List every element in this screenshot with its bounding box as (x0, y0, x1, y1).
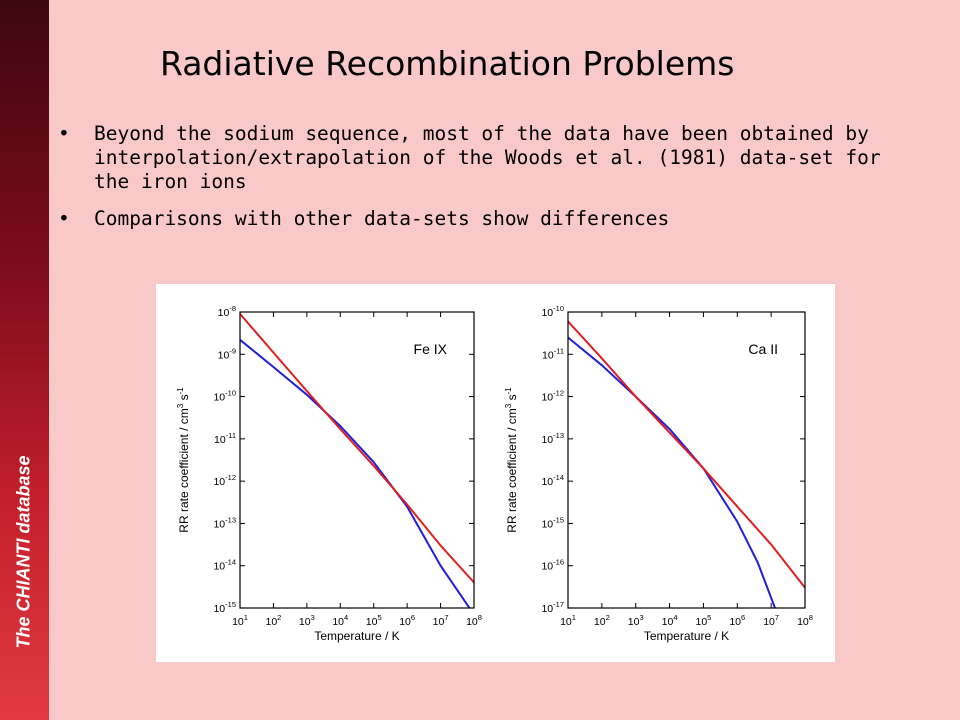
x-tick-label: 108 (797, 613, 813, 628)
plot-frame (239, 311, 475, 609)
x-tick-label: 106 (399, 613, 415, 628)
x-axis-title: Temperature / K (644, 629, 729, 643)
x-tick-label: 103 (299, 613, 315, 628)
x-tick-label: 106 (729, 613, 745, 628)
y-tick-label: 10-11 (542, 346, 564, 361)
figure-panel: 101 102 103 104 105 106 107 108 10-15 10-14 10-13 1… (156, 284, 835, 662)
y-tick-label: 10-11 (214, 431, 236, 446)
y-tick-label: 10-9 (218, 346, 236, 361)
series-line-2 (568, 320, 805, 589)
series-line-2 (240, 313, 474, 584)
y-tick-label: 10-13 (541, 431, 564, 446)
x-tick-label: 103 (628, 613, 644, 628)
x-tick-label: 107 (763, 613, 779, 628)
x-tick-label: 101 (232, 613, 248, 628)
bullet-item: • Comparisons with other data-sets show … (58, 207, 918, 231)
x-tick-label: 102 (265, 613, 281, 628)
y-tick-label: 10-10 (213, 389, 236, 404)
chart-panel-2: 101 102 103 104 105 106 107 108 10-17 10-16 10-15 1… (504, 304, 813, 643)
y-tick-label: 10-13 (213, 515, 236, 530)
chart-panel-1: 101 102 103 104 105 106 107 108 10-15 10-14 10-13 1… (176, 304, 482, 643)
x-tick-label: 102 (594, 613, 610, 628)
bullet-marker: • (58, 122, 70, 145)
y-tick-label: 10-10 (541, 304, 564, 319)
figure-svg: 101 102 103 104 105 106 107 10810-1510-1410-131… (176, 304, 813, 643)
plot-frame (567, 311, 806, 609)
sidebar: The CHIANTI database (0, 0, 49, 720)
x-tick-label: 107 (433, 613, 449, 628)
y-tick-label: 10-12 (213, 473, 236, 488)
y-tick-label: 10-16 (541, 558, 564, 573)
y-tick-label: 10-14 (541, 473, 564, 488)
bullet-list: • Beyond the sodium sequence, most of th… (58, 122, 918, 244)
bullet-item: • Beyond the sodium sequence, most of th… (58, 122, 918, 194)
y-tick-label: 10-14 (213, 558, 236, 573)
x-tick-label: 104 (332, 613, 348, 628)
y-tick-label: 10-15 (541, 515, 564, 530)
y-tick-label: 10-12 (541, 389, 564, 404)
series-line-1 (568, 336, 776, 608)
series-line-1 (240, 339, 471, 608)
x-tick-label: 108 (466, 613, 482, 628)
annotation-label: Ca II (748, 341, 778, 357)
y-tick-label: 10-8 (218, 304, 236, 319)
sidebar-label: The CHIANTI database (13, 455, 34, 649)
x-tick-label: 105 (366, 613, 382, 628)
x-axis-title: Temperature / K (314, 629, 399, 643)
x-tick-label: 101 (560, 613, 576, 628)
bullet-text: Beyond the sodium sequence, most of the … (94, 122, 881, 193)
y-axis-title: RR rate coefficient / cm3 s-1 (504, 387, 519, 533)
y-tick-label: 10-17 (541, 600, 564, 615)
annotation-label: Fe IX (414, 341, 448, 357)
slide-title: Radiative Recombination Problems (160, 44, 735, 83)
bullet-text: Comparisons with other data-sets show di… (94, 207, 670, 230)
x-tick-label: 105 (695, 613, 711, 628)
x-tick-label: 104 (662, 613, 678, 628)
y-tick-label: 10-15 (213, 600, 236, 615)
bullet-marker: • (58, 207, 70, 230)
y-axis-title: RR rate coefficient / cm3 s-1 (176, 387, 191, 533)
